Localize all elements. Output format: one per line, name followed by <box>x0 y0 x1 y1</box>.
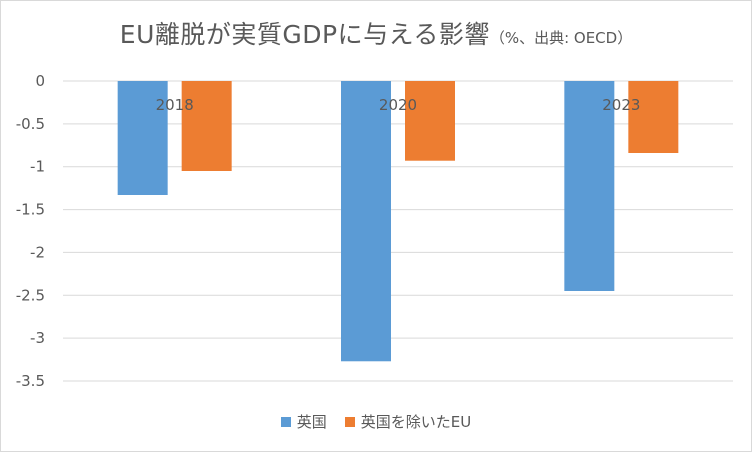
y-tick-label: -3 <box>30 329 45 347</box>
legend-label-uk: 英国 <box>296 413 327 431</box>
y-tick-label: -2 <box>30 243 45 261</box>
legend-label-eu-excl-uk: 英国を除いたEU <box>360 413 472 431</box>
y-tick-label: -1 <box>30 158 45 176</box>
chart-title: EU離脱が実質GDPに与える影響（%、出典: OECD） <box>1 15 751 51</box>
bar-uk-2018 <box>117 81 168 195</box>
bars <box>117 81 679 362</box>
y-tick-label: -3.5 <box>16 372 45 390</box>
chart-title-main: EU離脱が実質GDPに与える影響 <box>119 20 490 49</box>
bar-uk-2020 <box>341 81 391 362</box>
legend-swatch-eu-excl-uk <box>344 416 355 427</box>
category-label: 2018 <box>156 96 194 114</box>
chart-title-note: （%、出典: OECD） <box>489 29 633 47</box>
legend-swatch-uk <box>280 416 291 427</box>
gridlines <box>63 80 733 382</box>
y-tick-label: -2.5 <box>16 286 45 304</box>
y-tick-label: -0.5 <box>16 115 45 133</box>
legend-item-eu-excl-uk: 英国を除いたEU <box>344 411 472 432</box>
bar-eu-excl-uk-2020 <box>405 81 455 161</box>
y-tick-labels: 0 -0.5 -1 -1.5 -2 -2.5 -3 -3.5 <box>16 72 45 390</box>
bar-uk-2023 <box>564 81 615 291</box>
bar-eu-excl-uk-2023 <box>628 81 679 153</box>
legend-item-uk: 英国 <box>280 411 327 432</box>
category-label: 2020 <box>379 96 417 114</box>
bar-eu-excl-uk-2018 <box>181 81 232 171</box>
legend: 英国 英国を除いたEU <box>1 411 751 432</box>
category-labels: 2018 2020 2023 <box>156 96 641 114</box>
category-label: 2023 <box>602 96 640 114</box>
y-tick-label: -1.5 <box>16 201 45 219</box>
y-tick-label: 0 <box>35 72 45 90</box>
